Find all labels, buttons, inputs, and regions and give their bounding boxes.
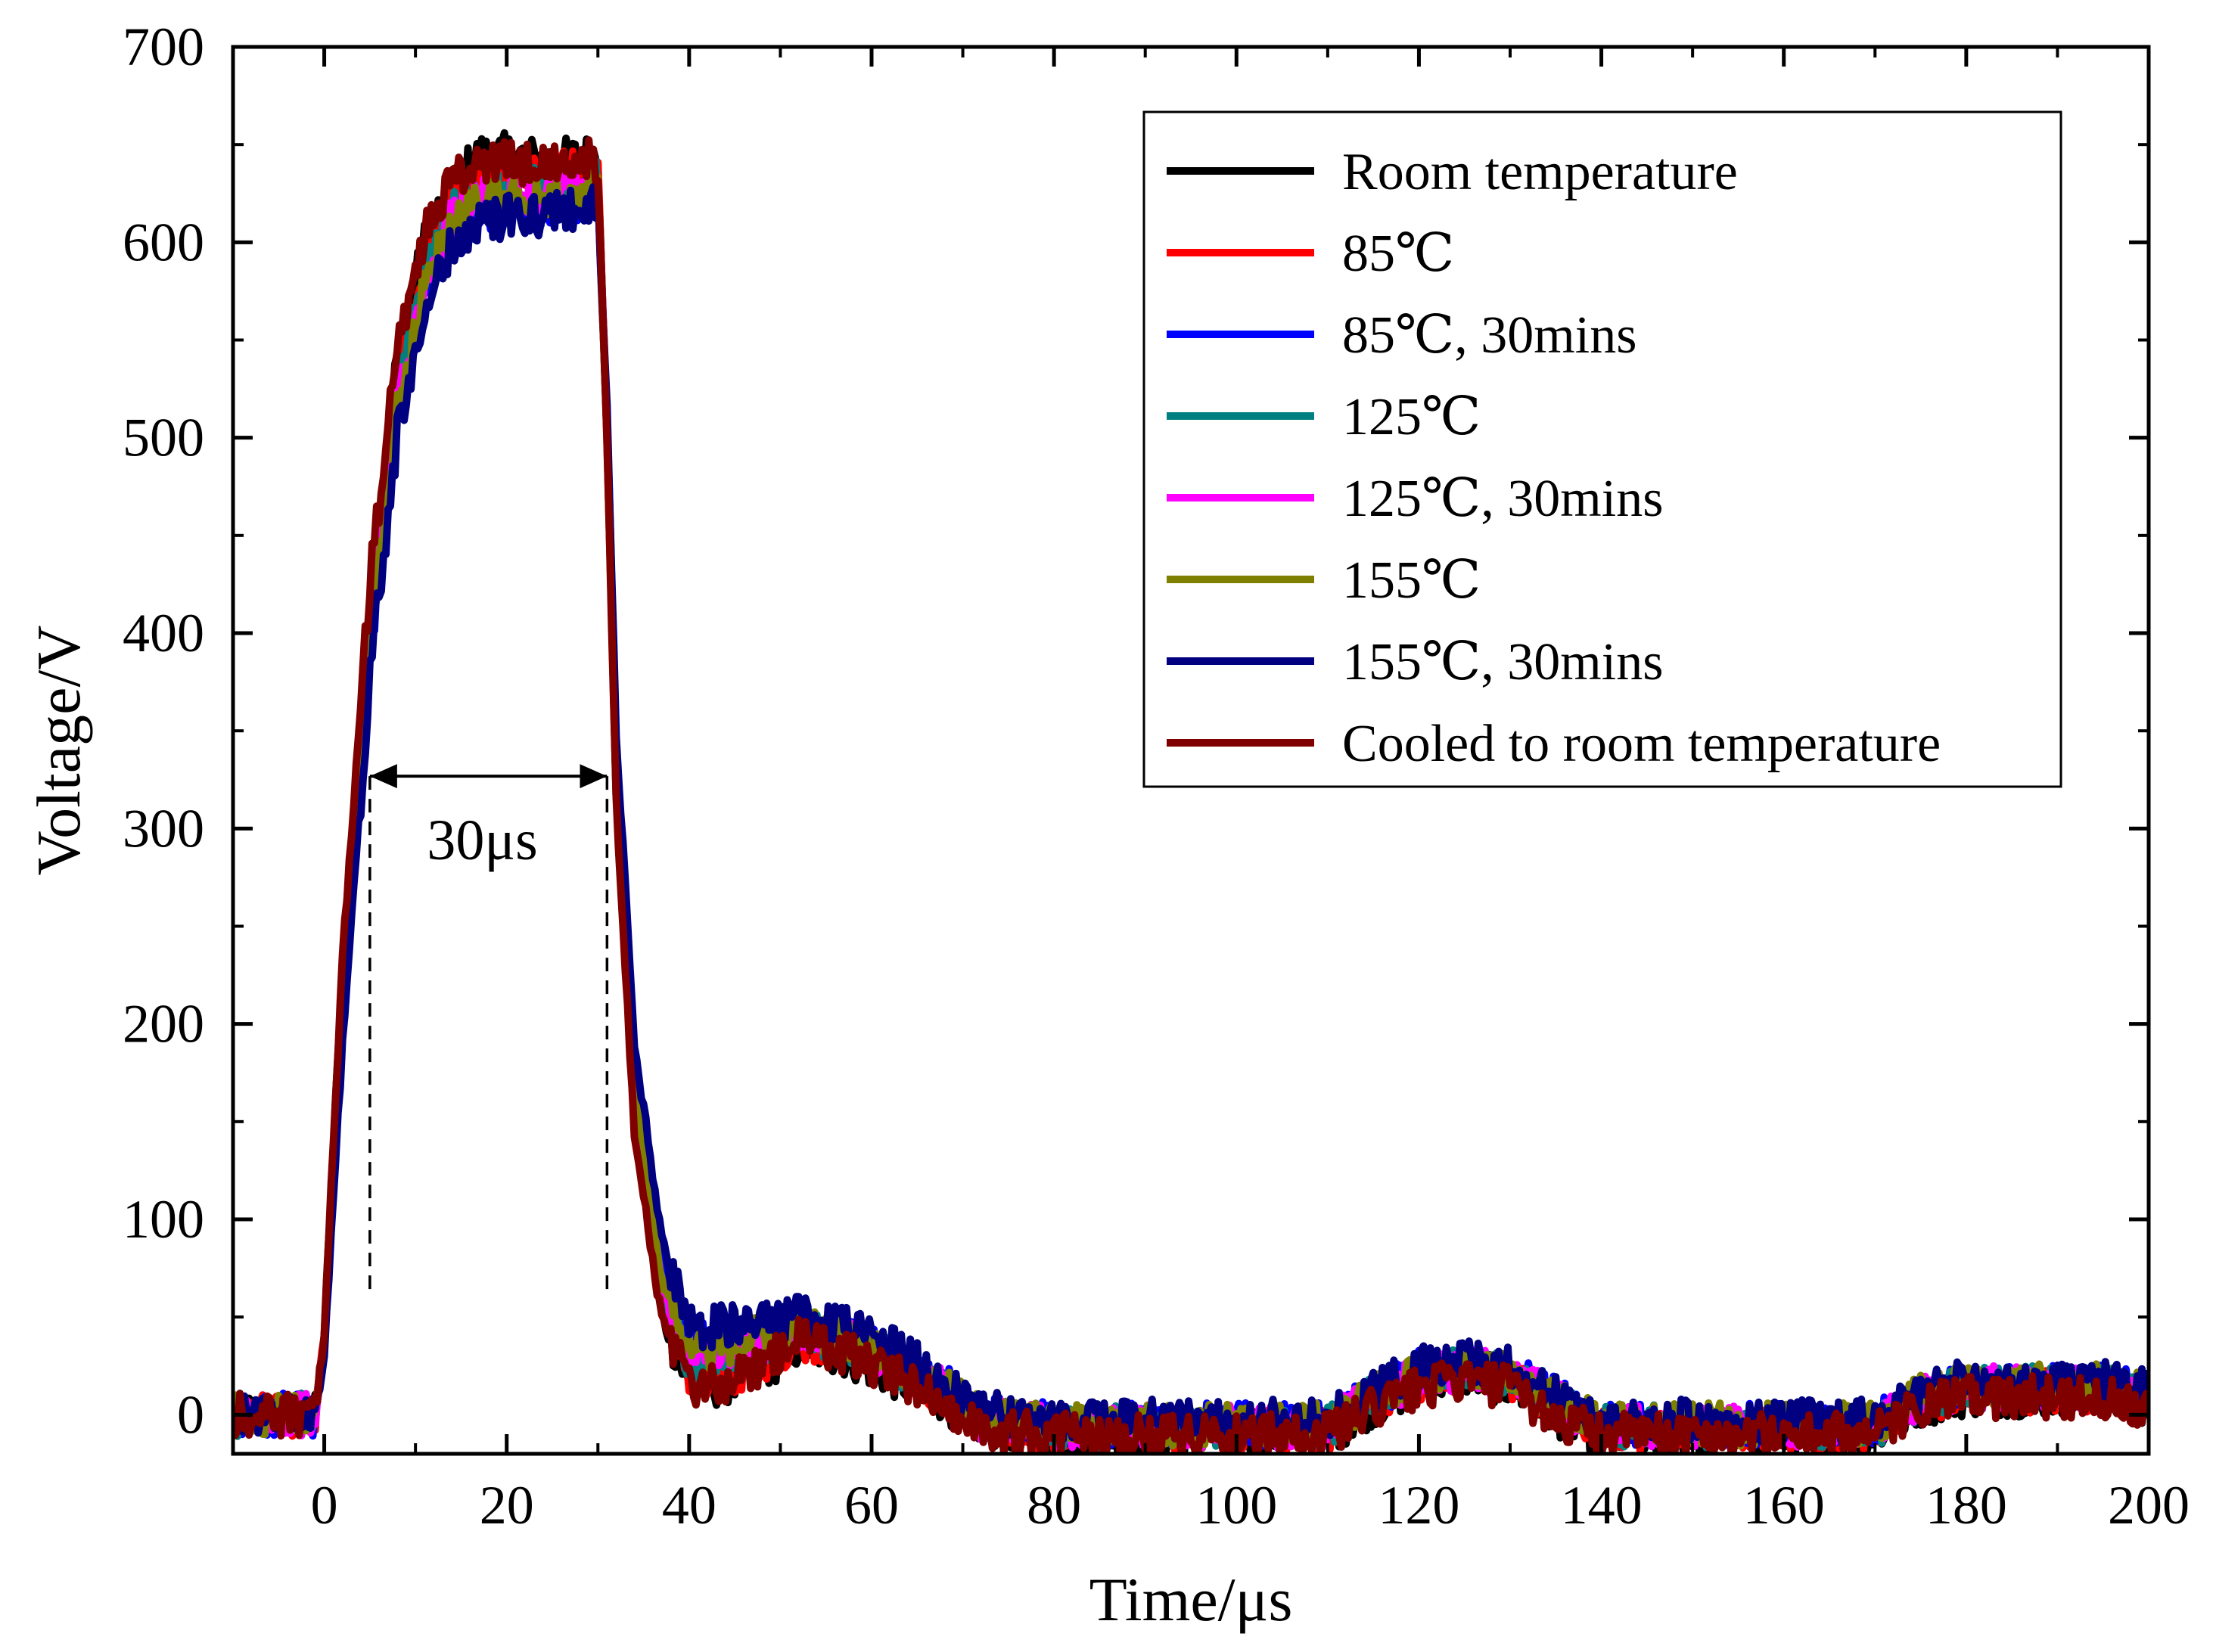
x-axis-title: Time/μs xyxy=(1089,1565,1293,1634)
legend-label-room-temperature: Room temperature xyxy=(1342,143,1738,201)
y-tick-label: 100 xyxy=(123,1189,204,1250)
x-tick-label: 160 xyxy=(1743,1475,1825,1536)
x-tick-label: 60 xyxy=(844,1475,899,1536)
y-tick-label: 600 xyxy=(123,212,204,272)
legend-label-85c-30mins: 85℃, 30mins xyxy=(1342,306,1636,365)
x-tick-label: 20 xyxy=(480,1475,534,1536)
legend-label-155c-30mins: 155℃, 30mins xyxy=(1342,633,1663,691)
y-tick-label: 400 xyxy=(123,603,204,663)
plot-frame xyxy=(231,45,2151,1456)
legend-box xyxy=(1142,110,2062,788)
y-tick-label: 300 xyxy=(123,798,204,859)
legend-label-155c: 155℃ xyxy=(1342,551,1481,610)
y-tick-label: 200 xyxy=(123,994,204,1054)
legend-label-cooled-to-room-temperature: Cooled to room temperature xyxy=(1342,715,1941,773)
x-tick-label: 120 xyxy=(1378,1475,1459,1536)
series-line-cooled-to-room-temperature xyxy=(233,136,2149,1454)
x-tick-label: 140 xyxy=(1561,1475,1643,1536)
x-tick-label: 0 xyxy=(311,1475,338,1536)
x-tick-label: 100 xyxy=(1195,1475,1277,1536)
tick-layer xyxy=(232,45,2151,1454)
y-axis-title: Voltage/V xyxy=(24,625,93,875)
legend: Room temperature 85℃ 85℃, 30mins 125℃ 125℃, … xyxy=(1142,110,2062,788)
x-tick-label: 40 xyxy=(662,1475,716,1536)
legend-label-125c: 125℃ xyxy=(1342,388,1481,446)
label-layer: 0 20 40 60 80 100 120 140 160 180 200 0 100 200 300 400… xyxy=(123,17,2190,1536)
legend-label-125c-30mins: 125℃, 30mins xyxy=(1342,470,1663,528)
y-tick-label: 700 xyxy=(123,17,204,77)
x-tick-label: 200 xyxy=(2108,1475,2190,1536)
x-tick-label: 180 xyxy=(1925,1475,2007,1536)
y-tick-label: 0 xyxy=(177,1384,204,1445)
legend-label-85c: 85℃ xyxy=(1342,225,1454,283)
annotation-label: 30μs xyxy=(427,809,537,872)
y-tick-label: 500 xyxy=(123,408,204,468)
series-layer xyxy=(233,129,2149,1454)
annotation-layer: 30μs xyxy=(368,764,609,1298)
x-tick-label: 80 xyxy=(1027,1475,1081,1536)
